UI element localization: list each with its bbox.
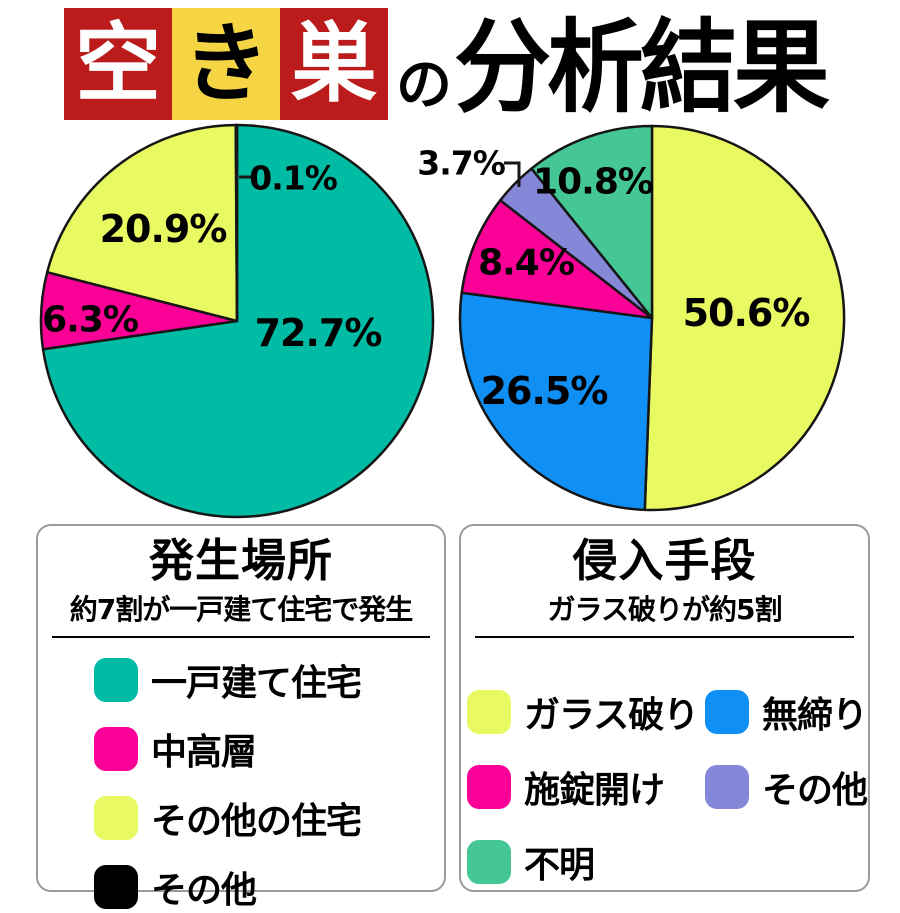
panel-location-subtitle: 約7割が一戸建て住宅で発生 [69,592,413,626]
pie-value-label: 72.7% [255,311,382,355]
pie-value-label: 20.9% [100,207,227,251]
pie-slice-施錠開け [460,199,654,320]
divider [475,635,854,638]
title-box-kara: 空 [64,8,172,120]
pie-value-label: 3.7% [417,144,505,183]
legend-swatch [94,726,138,771]
legend-item-一戸建て住宅: 一戸建て住宅 [94,654,444,706]
pie-value-label: 0.1% [249,159,337,198]
title-rest: 分析結果 [454,8,830,127]
legend-item-その他の住宅: その他の住宅 [94,792,444,844]
legend-item-その他: その他 [705,761,868,813]
panel-entry-title: 侵入手段 [572,534,757,587]
pie-value-label: 10.8% [533,162,653,203]
title-connector: の [396,53,452,118]
legend-item-不明: 不明 [467,836,705,888]
legend-label: 無締り [762,694,868,736]
pie-value-label: 50.6% [683,291,810,335]
pie-slice-その他 [234,123,239,323]
legend-label: その他 [762,769,868,811]
legend-label: その他 [151,869,257,911]
panel-location-title: 発生場所 [148,534,333,587]
panel-location: 発生場所 約7割が一戸建て住宅で発生 一戸建て住宅 中高層その他の住宅 その他 [36,524,446,911]
panel-entry-method: 侵入手段 ガラス破りが約5割 ガラス破り 無締り施錠開け その他不明 [459,524,870,892]
pie-value-label: 8.4% [478,243,574,284]
legend-item-その他: その他 [94,861,444,913]
pie-slice-その他の住宅 [45,123,239,323]
legend-item-施錠開け: 施錠開け [467,761,705,813]
legend-item-無締り: 無締り [705,686,868,738]
pie-value-label: 26.5% [481,369,608,413]
legend-swatch [467,839,511,884]
legend-swatch [94,657,138,702]
page-title: 空 き 巣 の 分析結果 [64,6,830,127]
pie-value-label: 6.3% [42,300,138,341]
pie-label-pointer [504,161,521,187]
title-box-ki: き [172,8,280,120]
legend-swatch [94,864,138,909]
legend-swatch [467,689,511,734]
legend-entry-method: ガラス破り 無締り施錠開け その他不明 [461,638,868,888]
legend-label: 中高層 [151,731,257,773]
legend-item-ガラス破り: ガラス破り [467,686,705,738]
legend-swatch [94,795,138,840]
legend-swatch [467,764,511,809]
legend-label: 一戸建て住宅 [151,662,362,704]
pie-slice-ガラス破り [643,124,846,512]
pie-slice-不明 [530,124,654,320]
legend-swatch [705,689,749,734]
legend-label: その他の住宅 [151,800,362,842]
legend-location: 一戸建て住宅 中高層その他の住宅 その他 [38,638,444,913]
legend-item-中高層: 中高層 [94,723,444,775]
panel-entry-subtitle: ガラス破りが約5割 [547,592,783,626]
title-box-su: 巣 [280,8,388,120]
legend-label: 不明 [524,844,595,886]
legend-label: 施錠開け [524,769,665,811]
legend-label: ガラス破り [524,694,699,736]
pie-slice-無締り [458,291,654,512]
divider [52,635,430,638]
legend-swatch [705,764,749,809]
